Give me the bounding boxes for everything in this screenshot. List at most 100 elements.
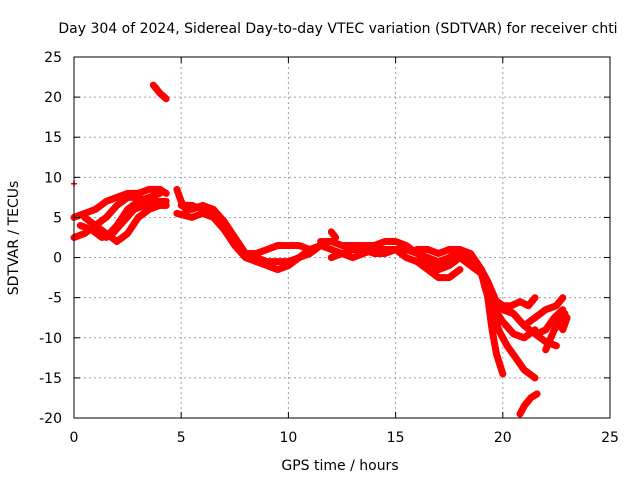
data-point [263, 262, 270, 269]
data-point [527, 394, 534, 401]
data-point [542, 326, 549, 333]
y-tick-label: -10 [39, 331, 62, 347]
data-point [516, 298, 523, 305]
data-point [392, 246, 399, 253]
data-point [499, 302, 506, 309]
data-point [512, 354, 519, 361]
data-point [135, 214, 142, 221]
series-track-9 [177, 201, 314, 257]
x-tick-label: 5 [177, 430, 186, 446]
data-point [360, 250, 367, 257]
axis-ticks: 0 5 10 15 20 25 -20 -15 -10 -5 0 5 10 15 20 25 [39, 50, 619, 446]
data-point [435, 250, 442, 257]
series-line [533, 306, 567, 338]
data-layer [70, 81, 571, 418]
y-tick-label: -15 [39, 371, 62, 387]
series-track-18 [488, 294, 539, 330]
data-point [332, 234, 339, 241]
x-tick-label: 25 [601, 430, 619, 446]
data-point [150, 82, 157, 89]
data-point [414, 258, 421, 265]
data-point [446, 274, 453, 281]
data-point [103, 234, 110, 241]
data-point [328, 228, 335, 235]
data-point [339, 250, 345, 257]
data-point [474, 262, 481, 269]
y-tick-label: 15 [44, 130, 62, 146]
data-point [103, 214, 110, 221]
data-point [113, 238, 120, 245]
data-point [156, 190, 163, 197]
data-point [553, 314, 560, 321]
data-point [446, 246, 453, 253]
y-tick-label: 10 [44, 170, 62, 186]
data-point [493, 350, 500, 357]
y-tick-label: 5 [53, 210, 62, 226]
y-tick-label: 20 [44, 90, 62, 106]
data-point [467, 258, 474, 265]
data-point [504, 342, 511, 349]
data-point [328, 246, 335, 253]
data-point [188, 202, 195, 209]
data-point [77, 222, 84, 229]
data-point [435, 258, 442, 265]
plot-frame [73, 56, 611, 419]
series-track-22 [552, 314, 571, 334]
data-point [306, 250, 313, 257]
series-line [516, 390, 541, 418]
data-point [521, 322, 528, 329]
data-point [141, 202, 148, 209]
data-point [92, 226, 99, 233]
data-point [328, 238, 335, 245]
data-point [403, 246, 410, 253]
data-point [188, 214, 195, 221]
data-point [521, 402, 528, 409]
data-point [173, 186, 180, 193]
data-point [551, 326, 558, 333]
data-point [146, 194, 153, 201]
data-point [424, 246, 431, 253]
data-point [381, 246, 388, 253]
data-point [113, 194, 120, 201]
data-point [531, 374, 538, 381]
data-point [339, 242, 345, 249]
series-outlier-2 [327, 228, 340, 241]
data-point [285, 242, 292, 249]
data-point [531, 294, 538, 301]
data-point [221, 222, 228, 229]
data-point [317, 238, 324, 245]
data-point [156, 202, 163, 209]
data-point [199, 206, 206, 213]
data-point [296, 242, 303, 249]
data-point [489, 326, 496, 333]
y-tick-label: -20 [39, 411, 62, 427]
data-point [124, 230, 131, 237]
data-point [146, 186, 153, 193]
series-track-8 [173, 209, 325, 274]
data-point [531, 314, 538, 321]
data-point [435, 274, 442, 281]
data-point [231, 238, 238, 245]
data-point [482, 282, 489, 289]
data-point [521, 366, 528, 373]
data-point [456, 266, 463, 273]
data-point [456, 250, 463, 257]
data-point [521, 334, 528, 341]
data-point [253, 258, 260, 265]
data-point [564, 314, 571, 321]
series-line [173, 209, 325, 274]
grid [74, 57, 610, 418]
x-tick-label: 15 [387, 430, 405, 446]
data-point [124, 206, 131, 213]
x-tick-label: 20 [494, 430, 512, 446]
data-point [113, 202, 120, 209]
data-point [478, 266, 485, 273]
series-track-23 [516, 390, 541, 418]
data-point [113, 222, 120, 229]
data-point [446, 258, 453, 265]
series-track-16 [445, 246, 539, 342]
data-point [156, 90, 163, 97]
y-tick-label: -5 [48, 291, 62, 307]
data-point [414, 246, 421, 253]
data-point [489, 294, 496, 301]
